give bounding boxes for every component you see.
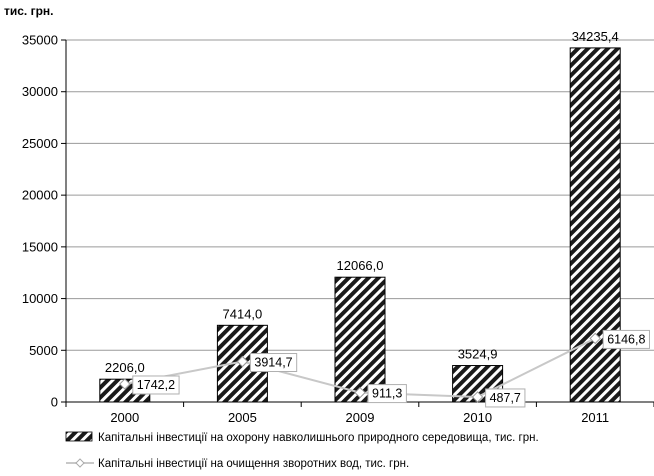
legend: Капітальні інвестиції на охорону навколи…: [65, 431, 539, 470]
line-data-label-box: [485, 388, 526, 408]
y-axis-ticks: 0 5000 10000 15000 20000 25000 30000 35000: [22, 33, 66, 410]
legend-bar-label: Капітальні інвестиції на охорону навколи…: [98, 432, 539, 444]
line-data-label-box: [249, 353, 298, 373]
legend-line-marker: [75, 458, 85, 468]
line-series: 1742,2 3914,7 911,3 487,7 6146,8: [119, 329, 650, 408]
x-tick-label: 2000: [110, 410, 139, 425]
y-tick-label: 30000: [22, 84, 58, 99]
y-tick-label: 15000: [22, 239, 58, 254]
line-point-marker: [471, 391, 484, 403]
legend-bar-swatch: [65, 431, 93, 442]
line-data-label-box: [602, 329, 650, 349]
bar-data-label: 7414,0: [223, 306, 263, 321]
line-data-label: 487,7: [490, 391, 521, 405]
line-data-label: 6146,8: [607, 332, 645, 346]
line-data-label: 911,3: [372, 387, 402, 401]
line-data-label-box: [367, 384, 407, 404]
line-point-marker: [589, 332, 601, 345]
bar-series: 2206,0 7414,0 12066,0 3524,9 34235,4: [99, 29, 621, 403]
bar-data-label: 34235,4: [572, 29, 619, 44]
line-data-label: 3914,7: [254, 356, 292, 370]
x-tick-label: 2005: [228, 410, 257, 425]
x-tick-label: 2011: [581, 410, 609, 425]
x-tick-label: 2009: [346, 410, 375, 425]
grid: [66, 39, 654, 351]
bar: [334, 276, 386, 403]
x-tick-label: 2010: [463, 410, 492, 425]
axes: [65, 40, 654, 403]
y-tick-label: 10000: [22, 291, 58, 306]
line-point-marker: [119, 378, 131, 390]
line-point-marker: [236, 355, 249, 368]
bar-data-label: 3524,9: [458, 347, 498, 362]
y-tick-label: 5000: [29, 343, 58, 358]
line-point-marker: [354, 386, 366, 399]
y-tick-label: 20000: [22, 188, 58, 203]
line-data-label: 1742,2: [137, 378, 175, 392]
line-data-label-box: [132, 375, 180, 395]
legend-line-label: Капітальні інвестиції на очищення зворот…: [98, 458, 409, 470]
x-axis-ticks: 2000 2005 2009 2010 2011: [65, 402, 654, 425]
bar-data-label: 12066,0: [337, 258, 384, 273]
y-tick-label: 0: [51, 395, 58, 410]
y-tick-label: 25000: [22, 136, 58, 151]
bar-data-label: 2206,0: [105, 360, 145, 375]
y-unit-label: тис. грн.: [4, 4, 54, 18]
y-tick-label: 35000: [22, 33, 58, 48]
